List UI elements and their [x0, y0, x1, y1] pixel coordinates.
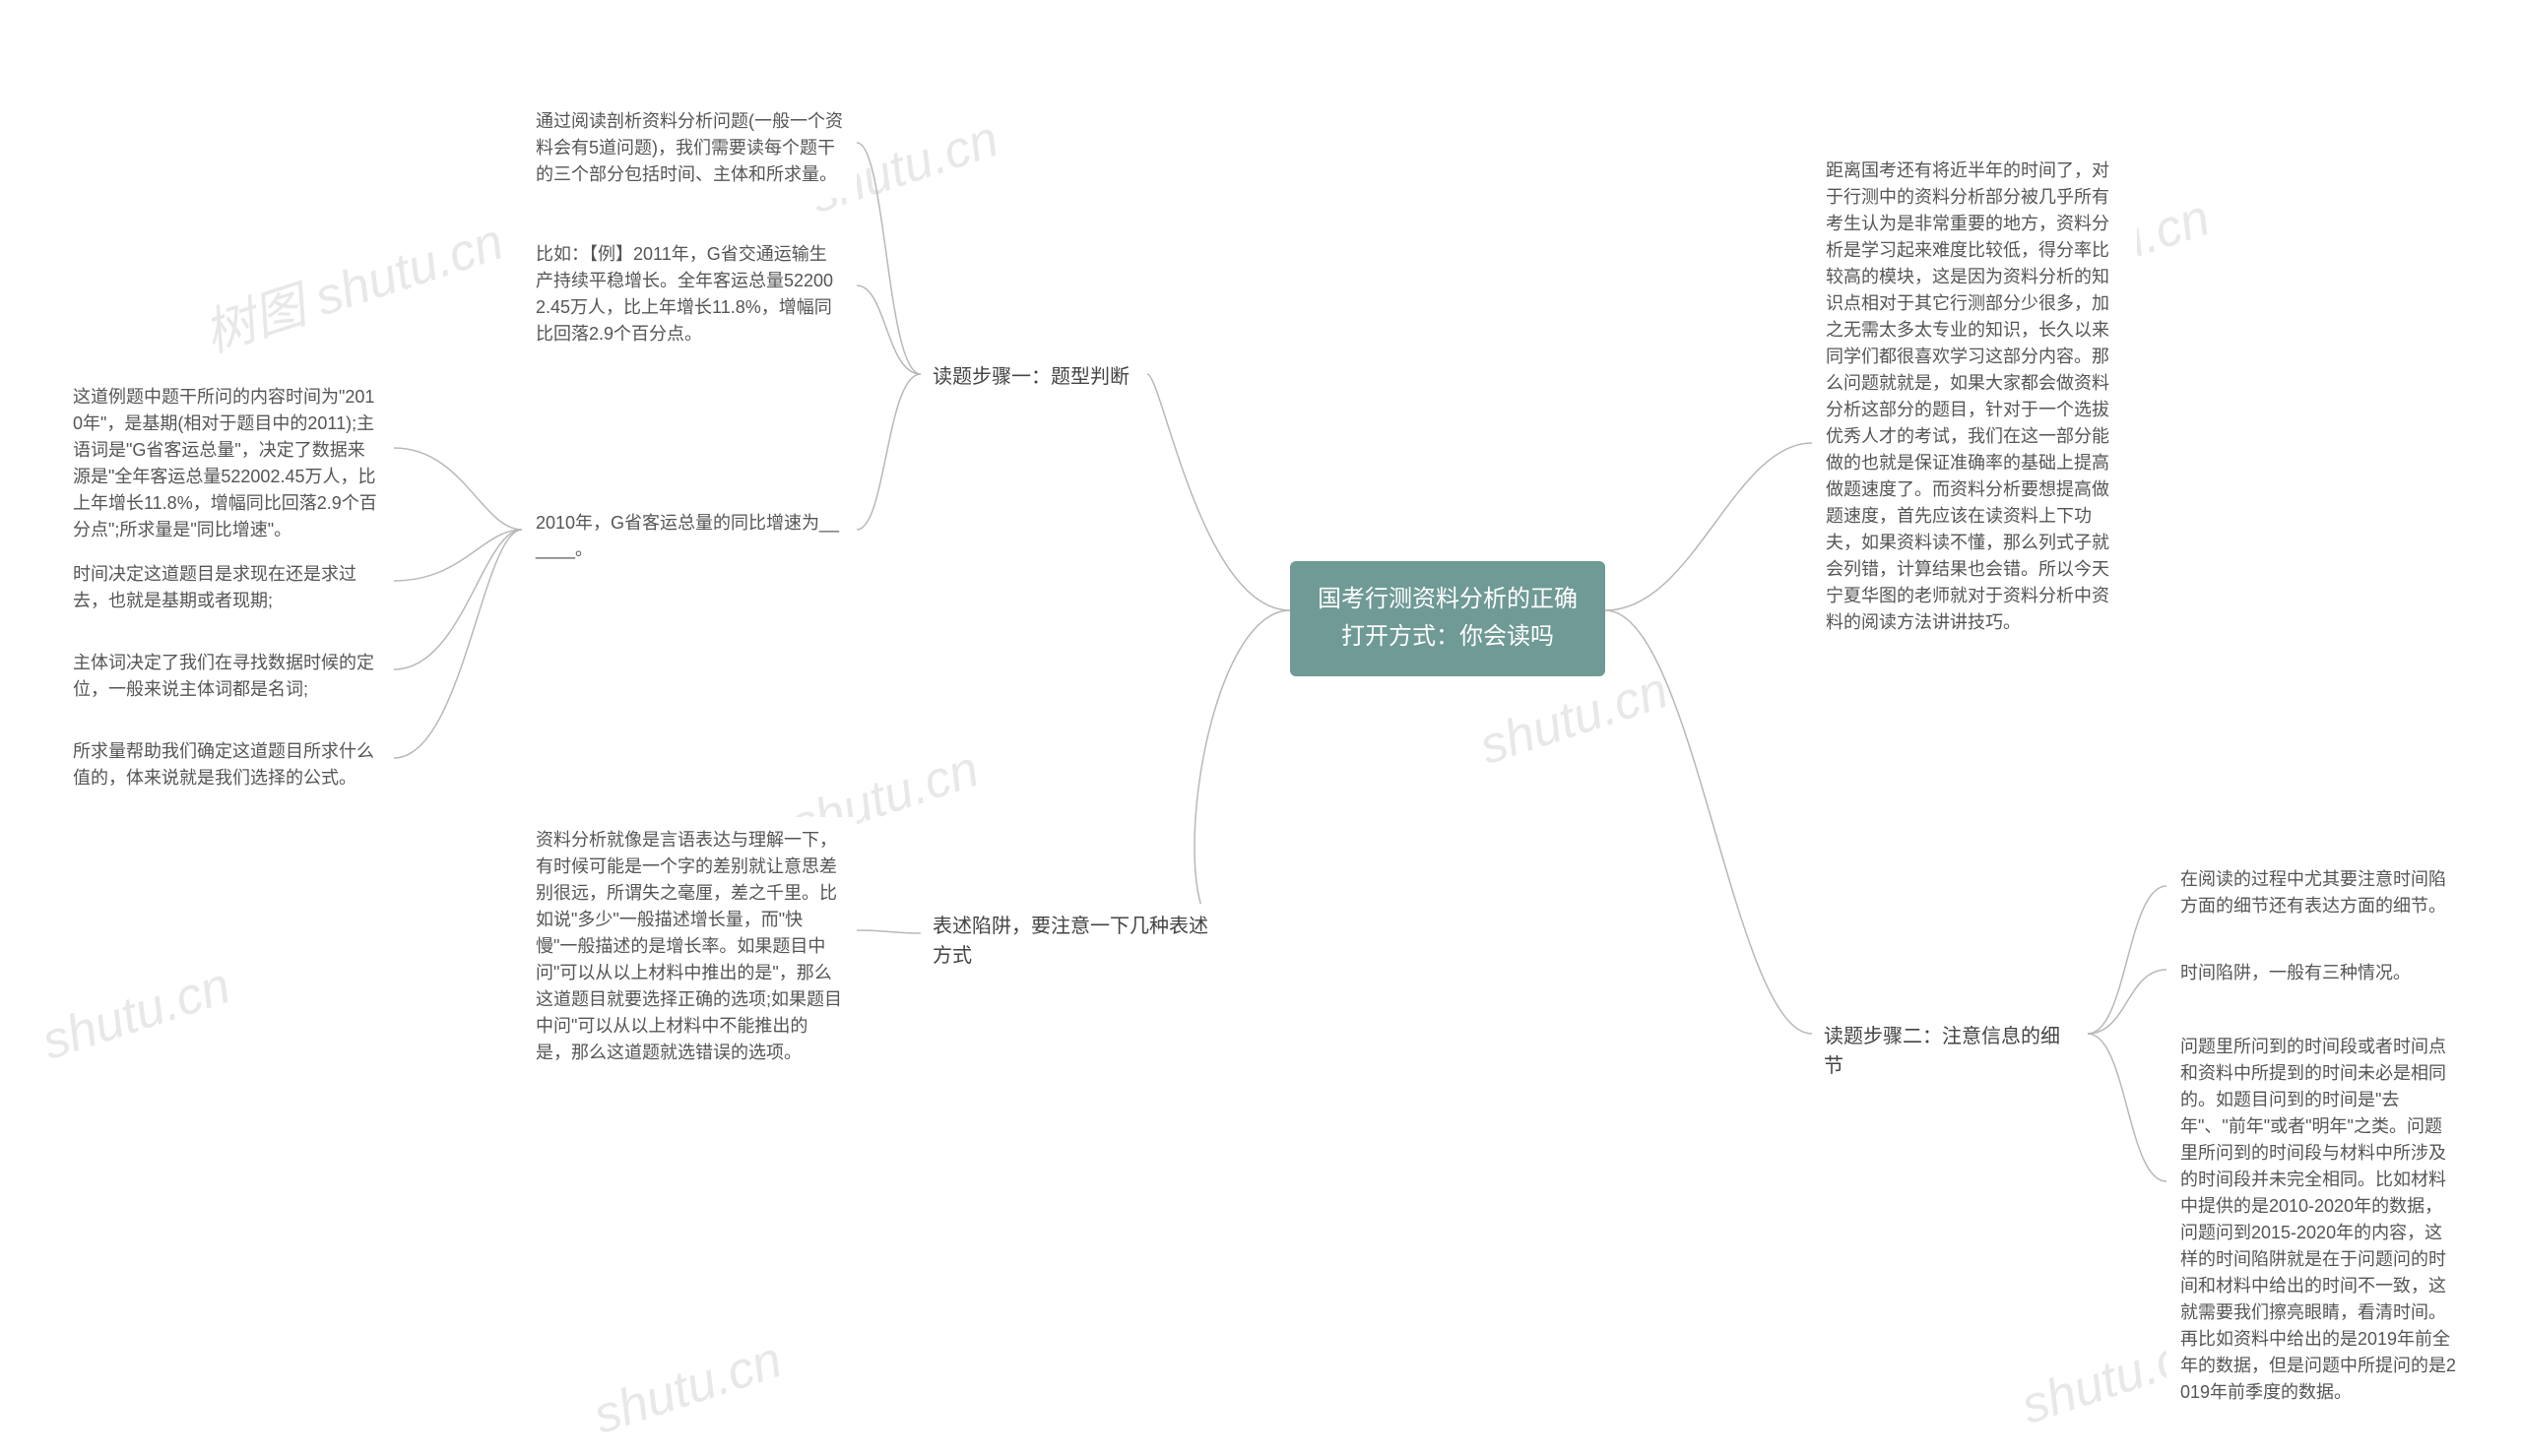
step2-branch: 读题步骤二：注意信息的细节: [1812, 1014, 2088, 1089]
step1-child-3: 2010年，G省客运总量的同比增速为______。: [522, 500, 857, 573]
connector: [857, 143, 921, 374]
connector: [1605, 610, 1812, 1034]
connector: [857, 374, 921, 530]
watermark: shutu.cn: [1473, 661, 1675, 777]
connector: [394, 530, 522, 581]
connector: [2088, 1034, 2166, 1181]
connector: [394, 530, 522, 669]
watermark: shutu.cn: [35, 956, 237, 1072]
step1-c3-g1: 这道例题中题干所问的内容时间为"2010年"，是基期(相对于题目中的2011);…: [59, 374, 394, 553]
intro-node: 距离国考还有将近半年的时间了，对于行测中的资料分析部分被几乎所有考生认为是非常重…: [1812, 148, 2137, 646]
step2-child-2: 时间陷阱，一般有三种情况。: [2166, 950, 2472, 996]
step1-c3-g2: 时间决定这道题目是求现在还是求过去，也就是基期或者现期;: [59, 551, 394, 624]
connector: [394, 448, 522, 530]
step1-child-1: 通过阅读剖析资料分析问题(一般一个资料会有5道问题)，我们需要读每个题干的三个部…: [522, 98, 857, 198]
step1-c3-g4: 所求量帮助我们确定这道题目所求什么值的，体来说就是我们选择的公式。: [59, 728, 394, 801]
connector: [1195, 610, 1290, 933]
watermark: 树图 shutu.cn: [193, 200, 511, 366]
step1-child-2: 比如：【例】2011年，G省交通运输生产持续平稳增长。全年客运总量522002.…: [522, 231, 857, 357]
trap-branch: 表述陷阱，要注意一下几种表述方式: [921, 904, 1226, 979]
connector: [857, 930, 921, 933]
connector: [2088, 970, 2166, 1034]
step1-c3-g3: 主体词决定了我们在寻找数据时候的定位，一般来说主体词都是名词;: [59, 640, 394, 713]
connector: [857, 285, 921, 374]
connector: [2088, 886, 2166, 1034]
connector: [1605, 443, 1812, 610]
root-node: 国考行测资料分析的正确 打开方式：你会读吗: [1290, 561, 1605, 676]
step2-child-3: 问题里所问到的时间段或者时间点和资料中所提到的时间未必是相同的。如题目问到的时间…: [2166, 1024, 2472, 1416]
connector: [1147, 374, 1290, 610]
trap-child-1: 资料分析就像是言语表达与理解一下，有时候可能是一个字的差别就让意思差别很远，所谓…: [522, 817, 857, 1076]
step2-child-1: 在阅读的过程中尤其要注意时间陷方面的细节还有表达方面的细节。: [2166, 856, 2472, 929]
watermark: shutu.cn: [587, 1330, 789, 1446]
step1-branch: 读题步骤一：题型判断: [921, 354, 1147, 400]
connector: [394, 530, 522, 758]
